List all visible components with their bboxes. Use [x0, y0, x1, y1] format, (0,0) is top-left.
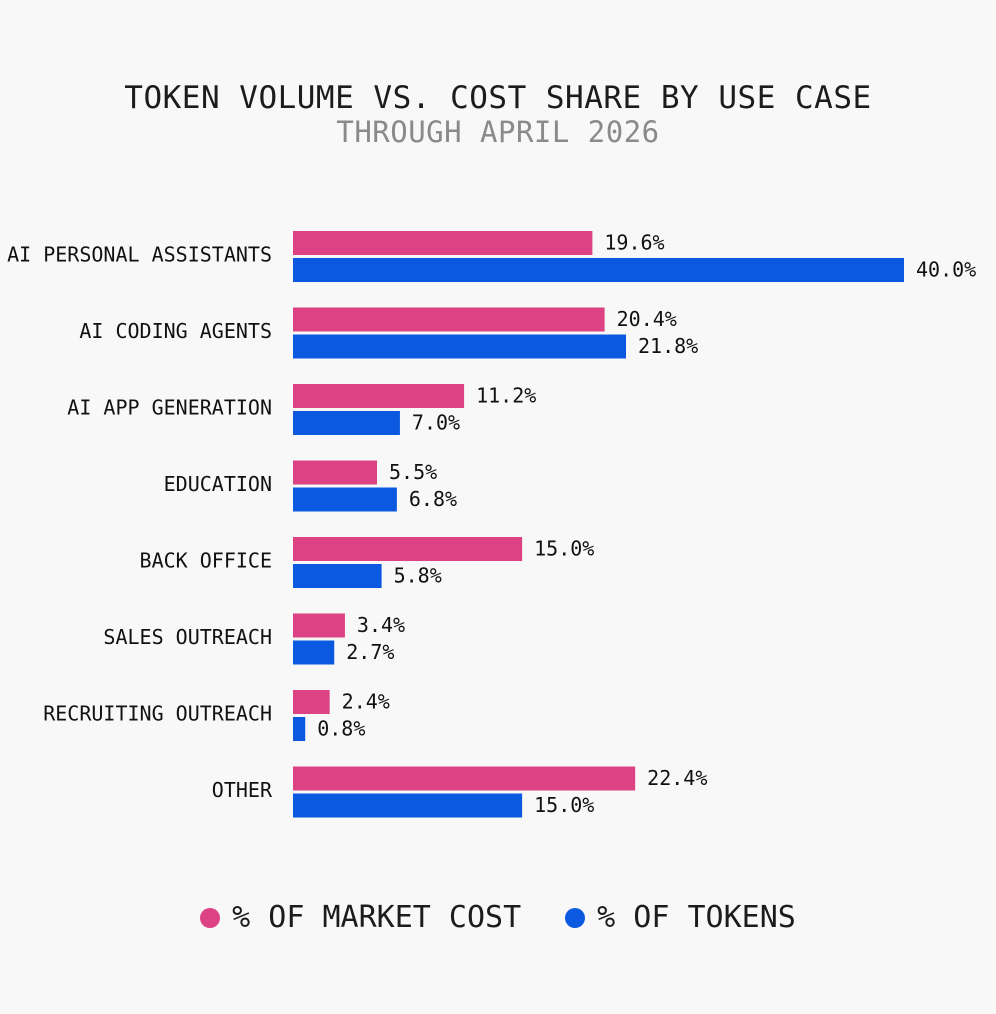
chart-title: TOKEN VOLUME VS. COST SHARE BY USE CASE: [124, 80, 872, 116]
category-label-sales-outreach: SALES OUTREACH: [103, 625, 272, 649]
category-label-other: OTHER: [212, 778, 273, 802]
value-label-cost-ai-coding-agents: 20.4%: [617, 307, 677, 331]
category-label-education: EDUCATION: [164, 472, 272, 496]
value-label-tokens-ai-coding-agents: 21.8%: [638, 334, 698, 358]
bar-tokens-recruiting-outreach: [293, 717, 306, 741]
bar-tokens-back-office: [293, 564, 382, 588]
value-label-tokens-ai-personal-assistants: 40.0%: [916, 258, 976, 282]
category-label-ai-app-generation: AI APP GENERATION: [67, 396, 272, 420]
legend-swatch-tokens: [565, 907, 586, 928]
bar-cost-ai-personal-assistants: [293, 231, 593, 255]
value-label-tokens-sales-outreach: 2.7%: [346, 640, 394, 664]
bar-tokens-sales-outreach: [293, 640, 335, 665]
legend: % OF MARKET COST % OF TOKENS: [0, 900, 996, 935]
bar-cost-recruiting-outreach: [293, 690, 330, 714]
value-label-cost-ai-personal-assistants: 19.6%: [604, 231, 664, 255]
value-label-cost-education: 5.5%: [389, 460, 437, 484]
category-label-back-office: BACK OFFICE: [140, 549, 272, 573]
value-label-cost-back-office: 15.0%: [534, 537, 594, 561]
legend-label-tokens: % OF TOKENS: [597, 900, 796, 935]
value-label-cost-sales-outreach: 3.4%: [357, 613, 405, 637]
bar-cost-back-office: [293, 537, 523, 561]
value-label-tokens-ai-app-generation: 7.0%: [412, 411, 460, 435]
value-label-tokens-education: 6.8%: [409, 487, 457, 511]
value-label-tokens-recruiting-outreach: 0.8%: [317, 717, 365, 741]
bar-tokens-ai-coding-agents: [293, 334, 626, 359]
legend-label-market-cost: % OF MARKET COST: [232, 900, 522, 935]
bar-cost-sales-outreach: [293, 613, 345, 638]
legend-item-market-cost: % OF MARKET COST: [200, 900, 521, 935]
bar-tokens-other: [293, 793, 523, 818]
bar-tokens-ai-app-generation: [293, 411, 400, 435]
bar-cost-education: [293, 460, 378, 485]
value-label-cost-ai-app-generation: 11.2%: [476, 384, 536, 408]
legend-swatch-market-cost: [200, 907, 221, 928]
value-label-tokens-back-office: 5.8%: [394, 564, 442, 588]
bar-tokens-education: [293, 487, 397, 512]
bar-tokens-ai-personal-assistants: [293, 258, 904, 282]
category-label-ai-personal-assistants: AI PERSONAL ASSISTANTS: [7, 243, 272, 267]
category-label-ai-coding-agents: AI CODING AGENTS: [79, 319, 272, 343]
value-label-tokens-other: 15.0%: [534, 793, 594, 817]
legend-item-tokens: % OF TOKENS: [565, 900, 796, 935]
chart-subtitle: THROUGH APRIL 2026: [336, 115, 660, 149]
bar-cost-ai-coding-agents: [293, 307, 605, 332]
category-label-recruiting-outreach: RECRUITING OUTREACH: [43, 702, 272, 726]
value-label-cost-recruiting-outreach: 2.4%: [342, 690, 390, 714]
bar-cost-other: [293, 766, 636, 791]
bar-cost-ai-app-generation: [293, 384, 465, 408]
value-label-cost-other: 22.4%: [647, 766, 707, 790]
